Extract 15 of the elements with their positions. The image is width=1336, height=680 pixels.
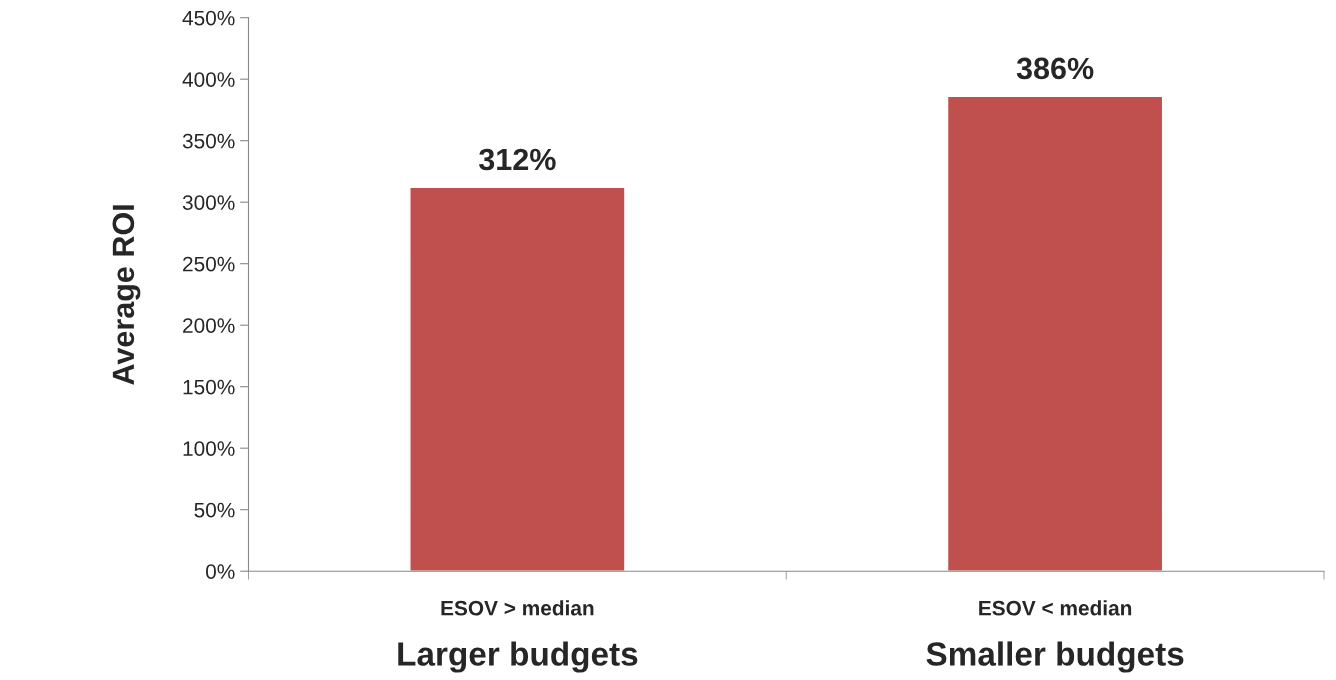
y-tick-label: 0%: [206, 564, 235, 579]
data-label: 386%: [1016, 57, 1094, 80]
category-label: ESOV > median Larger budgets: [398, 600, 638, 673]
y-tick-label: 400%: [182, 72, 235, 87]
y-tick-label: 150%: [183, 379, 235, 395]
data-label: 312%: [478, 148, 556, 171]
y-tick-label: 200%: [183, 318, 235, 333]
y-tick-label: 300%: [182, 195, 235, 210]
y-tick-label: 100%: [183, 441, 235, 456]
y-tick-label: 350%: [182, 133, 235, 149]
category-label: ESOV < median Smaller budgets: [926, 600, 1184, 673]
y-tick-label: 450%: [182, 10, 235, 26]
y-axis-title: Average ROI: [112, 205, 141, 385]
y-tick-label: 50%: [194, 502, 235, 518]
y-tick-label: 250%: [183, 256, 235, 272]
